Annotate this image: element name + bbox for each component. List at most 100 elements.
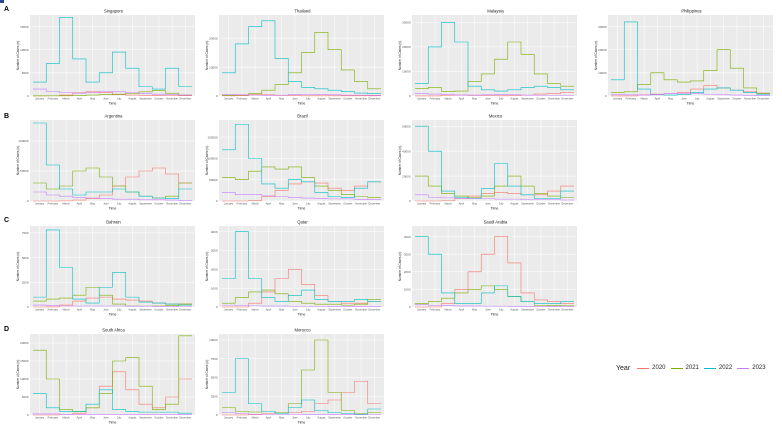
- chart-title: Morocco: [294, 328, 311, 333]
- series-line-2021: [222, 339, 381, 414]
- x-tick-label: March: [252, 202, 260, 206]
- y-tick-label: 100000: [18, 139, 28, 143]
- y-tick-label: 150000: [207, 135, 217, 139]
- chart-legend: Year 2020 2021 2022 2023: [616, 362, 776, 374]
- x-tick-label: June: [103, 202, 109, 206]
- x-tick-label: March: [252, 97, 260, 101]
- y-tick-label: 10000: [20, 48, 29, 52]
- x-tick-label: September: [328, 308, 341, 312]
- x-tick-label: July: [306, 416, 311, 420]
- x-tick-label: October: [154, 416, 163, 420]
- legend-swatch-2020: [637, 367, 650, 369]
- chart-saudi-arabia: Saudi Arabia 0 1000 2000 3000 4000 January Febr…: [398, 220, 577, 317]
- y-tick-label: 1000: [211, 286, 218, 290]
- x-tick-label: April: [77, 202, 83, 206]
- legend-label-2022: 2022: [718, 365, 733, 371]
- series-line-2022: [222, 123, 381, 198]
- series-line-2021: [415, 41, 574, 92]
- x-axis-label: Time: [109, 207, 117, 211]
- y-tick-label: 10000: [209, 65, 218, 69]
- plot-background: [608, 15, 773, 96]
- x-tick-label: November: [355, 202, 367, 206]
- y-tick-label: 10000: [20, 377, 29, 381]
- x-tick-label: December: [179, 308, 191, 312]
- x-tick-label: June: [103, 97, 109, 101]
- x-tick-label: December: [368, 202, 380, 206]
- x-tick-label: July: [306, 202, 311, 206]
- x-tick-label: February: [237, 97, 248, 101]
- x-tick-label: May: [279, 97, 285, 101]
- y-tick-label: 3000: [211, 249, 218, 253]
- series-line-2022: [415, 236, 574, 304]
- x-tick-label: February: [48, 202, 59, 206]
- y-tick-label: 20000: [402, 174, 411, 178]
- x-tick-label: June: [103, 416, 109, 420]
- x-tick-label: August: [510, 308, 518, 312]
- y-tick-label: 0: [216, 94, 218, 98]
- x-tick-label: February: [430, 202, 441, 206]
- series-line-2023: [33, 191, 192, 201]
- x-tick-label: August: [510, 97, 518, 101]
- x-tick-label: January: [224, 308, 234, 312]
- x-tick-label: November: [355, 416, 367, 420]
- x-tick-label: December: [179, 416, 191, 420]
- x-tick-label: December: [561, 308, 573, 312]
- series-line-2020: [33, 91, 192, 97]
- x-tick-label: May: [90, 416, 96, 420]
- series-line-2022: [415, 22, 574, 92]
- chart-brazil: Brazil 0 50000 100000 150000 January February M…: [205, 114, 384, 211]
- series-line-2023: [611, 92, 770, 96]
- y-tick-label: 2000: [211, 268, 218, 272]
- chart-title: South Africa: [102, 328, 125, 333]
- chart-south-africa: South Africa 0 5000 10000 15000 20000 January F…: [16, 328, 195, 425]
- series-line-2022: [33, 17, 192, 90]
- x-tick-label: July: [117, 308, 122, 312]
- x-tick-label: October: [343, 202, 352, 206]
- y-axis-label: Number of Cases (n): [398, 41, 402, 71]
- x-tick-label: September: [521, 97, 534, 101]
- chart-title: Singapore: [104, 9, 124, 14]
- chart-title: Thailand: [294, 9, 311, 14]
- panel-letter-b: B: [4, 113, 10, 120]
- x-tick-label: April: [459, 97, 465, 101]
- x-tick-label: January: [224, 97, 234, 101]
- x-tick-label: November: [548, 97, 560, 101]
- y-tick-label: 2000: [404, 270, 411, 274]
- y-tick-label: 0: [27, 413, 29, 417]
- y-axis-label: Number of Cases (n): [16, 41, 20, 71]
- x-tick-label: April: [459, 308, 465, 312]
- y-tick-label: 30000: [402, 21, 411, 25]
- x-tick-label: June: [292, 97, 298, 101]
- x-tick-label: December: [368, 308, 380, 312]
- x-tick-label: February: [237, 308, 248, 312]
- y-axis-label: Number of Cases (n): [594, 41, 598, 71]
- y-tick-label: 100000: [207, 157, 217, 161]
- x-tick-label: June: [485, 308, 491, 312]
- x-tick-label: April: [77, 416, 83, 420]
- plot-background: [30, 226, 195, 307]
- x-tick-label: October: [154, 308, 163, 312]
- series-line-2023: [33, 413, 192, 415]
- x-tick-label: February: [48, 416, 59, 420]
- x-tick-label: May: [279, 308, 285, 312]
- y-axis-label: Number of Cases (n): [16, 360, 20, 390]
- x-tick-label: May: [279, 416, 285, 420]
- x-axis-label: Time: [109, 313, 117, 317]
- y-axis-label: Number of Cases (n): [205, 252, 209, 282]
- chart-mexico: Mexico 0 20000 40000 60000 January February Mar…: [398, 114, 577, 211]
- x-tick-label: July: [695, 97, 700, 101]
- x-tick-label: February: [430, 97, 441, 101]
- x-tick-label: April: [77, 308, 83, 312]
- x-tick-label: October: [536, 202, 545, 206]
- x-tick-label: October: [154, 202, 163, 206]
- plot-background: [219, 120, 384, 201]
- y-tick-label: 0: [27, 305, 29, 309]
- series-line-2023: [415, 304, 574, 307]
- y-tick-label: 7500: [211, 357, 218, 361]
- chart-malaysia: Malaysia 0 10000 20000 30000 January February M…: [398, 9, 577, 106]
- x-tick-label: September: [139, 97, 152, 101]
- y-tick-label: 3000: [404, 252, 411, 256]
- series-line-2023: [33, 304, 192, 307]
- series-line-2023: [222, 412, 381, 415]
- x-tick-label: November: [355, 97, 367, 101]
